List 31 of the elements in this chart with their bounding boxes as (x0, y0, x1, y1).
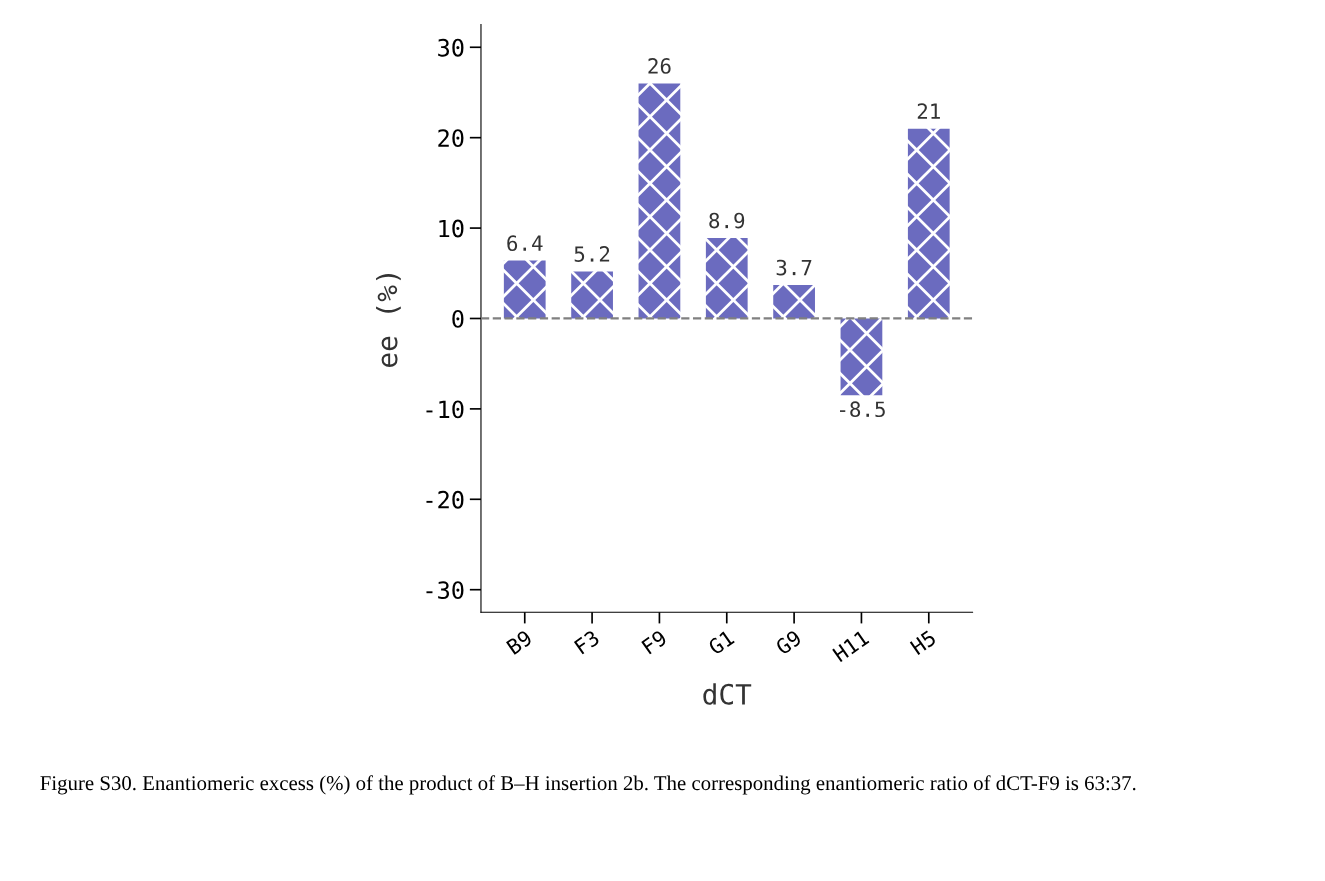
bar (907, 128, 950, 319)
y-tick-label: -30 (426, 581, 464, 600)
bar (705, 238, 748, 319)
y-tick-label: 30 (438, 38, 464, 57)
y-tick-label: 20 (438, 129, 464, 148)
x-axis-title: dCT (703, 683, 752, 705)
x-tick-label: G9 (774, 629, 803, 656)
data-label: -8.5 (839, 401, 885, 418)
data-label: 6.4 (507, 235, 543, 252)
data-label: 21 (917, 103, 940, 119)
x-tick-label: F3 (573, 629, 601, 655)
y-axis-title: ee (%) (376, 274, 401, 367)
bar (840, 318, 883, 396)
x-tick-label: H11 (832, 629, 870, 663)
data-label: 8.9 (709, 212, 745, 229)
bar (773, 285, 815, 319)
y-tick-label: 10 (439, 219, 464, 238)
data-label: 3.7 (776, 259, 812, 276)
data-label: 5.2 (574, 246, 610, 262)
bar (571, 271, 613, 319)
x-tick-label: B9 (505, 629, 533, 655)
caption: Figure S30. Enantiomeric excess (%) of the product of B–H insertion 2b. The corresponding enantiomeric ratio of dCT-F9 is 63:37. (40, 775, 1136, 795)
y-tick-label: -10 (426, 400, 464, 419)
bar (638, 83, 681, 319)
bar (503, 260, 546, 319)
data-label: 26 (648, 58, 671, 74)
x-tick-label: H5 (909, 629, 937, 656)
x-tick-label: G1 (707, 629, 735, 656)
y-tick-label: -20 (426, 490, 464, 509)
y-tick-label: 0 (452, 309, 464, 328)
x-tick-label: F9 (641, 629, 668, 655)
